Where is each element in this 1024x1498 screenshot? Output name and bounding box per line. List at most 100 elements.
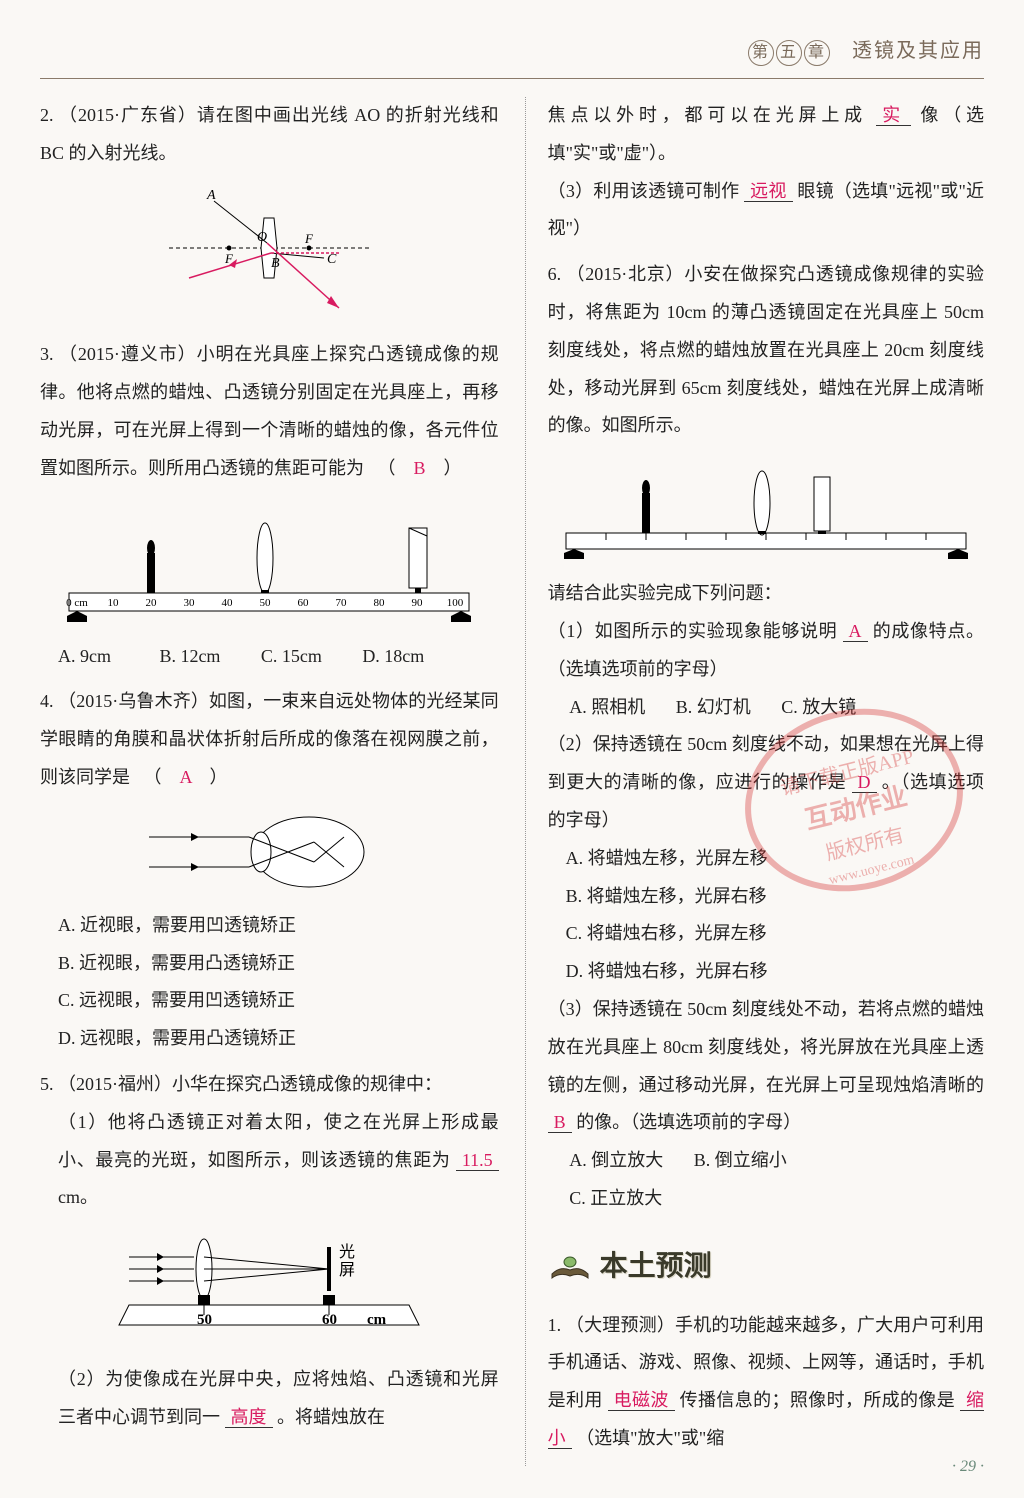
q6-lead: 请结合此实验完成下列问题： [548,575,984,613]
q6-intro: （2015·北京）小安在做探究凸透镜成像规律的实验时，将焦距为 10cm 的薄凸… [548,264,984,435]
q5-p2-answer: 高度 [225,1407,273,1428]
svg-text:A: A [206,188,216,203]
section-title-text: 本土预测 [600,1238,712,1297]
q5-p2-post: 。将蜡烛放在 [277,1407,385,1427]
q-text: （2015·广东省）请在图中画出光线 AO 的折射光线和 BC 的入射光线。 [40,105,499,163]
svg-text:B: B [271,256,280,271]
chapter-title: 透镜及其应用 [852,40,984,62]
svg-text:50: 50 [260,597,272,609]
choice-b: B. 幻灯机 [676,689,751,727]
q6-p2-choices: A. 将蜡烛左移，光屏左移 B. 将蜡烛左移，光屏右移 C. 将蜡烛右移，光屏左… [548,840,984,991]
choice-c: C. 将蜡烛右移，光屏左移 [566,915,984,953]
q-text: （2015·乌鲁木齐）如图，一束来自远处物体的光经某同学眼睛的角膜和晶状体折射后… [40,691,499,787]
svg-text:光: 光 [339,1243,355,1261]
svg-text:10: 10 [108,597,120,609]
choice-a: A. 倒立放大 [569,1142,663,1180]
choice-a: A. 近视眼，需要用凹透镜矫正 [58,907,499,945]
q6-p1-ans: A [843,621,868,642]
answer: A [180,767,192,787]
question-6: 6. （2015·北京）小安在做探究凸透镜成像规律的实验时，将焦距为 10cm … [548,256,984,1218]
q4-eye-diagram [40,807,499,897]
q-text: （2015·福州）小华在探究凸透镜成像的规律中： [58,1074,442,1094]
q-number: 2. [40,105,54,125]
question-5: 5. （2015·福州）小华在探究凸透镜成像的规律中： （1）他将凸透镜正对着太… [40,1066,499,1437]
q5c-line1-ans: 实 [876,105,911,126]
pred1-mid: 传播信息的；照像时，所成的像是 [680,1390,956,1410]
q6-optical-bench [548,455,984,565]
question-2: 2. （2015·广东省）请在图中画出光线 AO 的折射光线和 BC 的入射光线… [40,97,499,326]
choice-b: B. 近视眼，需要用凸透镜矫正 [58,945,499,983]
svg-text:20: 20 [146,597,158,609]
q-number: 5. [40,1074,54,1094]
choice-a: A. 将蜡烛左移，光屏左移 [566,840,984,878]
choice-b: B. 12cm [159,638,256,676]
svg-text:0 cm: 0 cm [66,597,88,609]
choice-c: C. 放大镜 [781,689,856,727]
svg-text:30: 30 [184,597,196,609]
q5-p1-answer: 11.5 [456,1150,499,1171]
page-number: · 29 · [952,1450,984,1484]
svg-text:60: 60 [298,597,310,609]
q6-p3-post: 的像。（选填选项前的字母） [576,1112,801,1132]
chapter-circle: 第 [748,40,774,66]
q6-p3-ans: B [548,1112,572,1133]
choice-c: C. 远视眼，需要用凹透镜矫正 [58,982,499,1020]
question-3: 3. （2015·遵义市）小明在光具座上探究凸透镜成像的规律。他将点燃的蜡烛、凸… [40,336,499,675]
choice-c: C. 正立放大 [569,1180,662,1218]
q5-continued: 焦点以外时，都可以在光屏上成 实 像（选填"实"或"虚"）。 （3）利用该透镜可… [548,97,984,248]
svg-text:F: F [304,231,314,246]
choice-d: D. 远视眼，需要用凸透镜矫正 [58,1020,499,1058]
q2-diagram: A O B C F F [40,183,499,327]
q5c-p3-ans: 远视 [744,181,792,202]
svg-text:40: 40 [222,597,234,609]
q5-p1-post: cm。 [58,1187,98,1207]
q-number: 1. [548,1315,562,1335]
choice-d: D. 18cm [362,638,459,676]
choice-a: A. 9cm [58,638,155,676]
pred1-post: （选填"放大"或"缩 [576,1428,724,1448]
q5-p1-pre: （1）他将凸透镜正对着太阳，使之在光屏上形成最小、最亮的光斑，如图所示，则该透镜… [58,1112,499,1170]
choice-d: D. 将蜡烛右移，光屏右移 [566,953,984,991]
q3-choices: A. 9cm B. 12cm C. 15cm D. 18cm [40,638,499,676]
svg-text:70: 70 [336,597,348,609]
svg-text:100: 100 [447,597,464,609]
chapter-circle: 五 [776,40,802,66]
q5-ruler-diagram: 光屏 50 60 cm [40,1227,499,1351]
pred1-ans1: 电磁波 [608,1390,675,1411]
svg-text:cm: cm [367,1312,387,1328]
svg-text:C: C [327,252,337,267]
q6-p1-choices: A. 照相机 B. 幻灯机 C. 放大镜 [548,689,984,727]
answer: B [414,458,426,478]
answer-paren: （ A ） [135,767,228,787]
chapter-circle: 章 [804,40,830,66]
choice-c: C. 15cm [261,638,358,676]
svg-text:80: 80 [374,597,386,609]
svg-text:60: 60 [322,1312,337,1328]
prediction-q1: 1. （大理预测）手机的功能越来越多，广大用户可利用手机通话、游戏、照像、视频、… [548,1307,984,1458]
q6-p3-choices: A. 倒立放大 B. 倒立缩小 C. 正立放大 [548,1142,984,1218]
q-number: 3. [40,344,54,364]
right-column: 焦点以外时，都可以在光屏上成 实 像（选填"实"或"虚"）。 （3）利用该透镜可… [525,97,984,1466]
svg-text:屏: 屏 [339,1262,355,1279]
q6-p1-pre: （1）如图所示的实验现象能够说明 [548,621,838,641]
question-4: 4. （2015·乌鲁木齐）如图，一束来自远处物体的光经某同学眼睛的角膜和晶状体… [40,683,499,1058]
svg-text:90: 90 [412,597,424,609]
q5c-line1-pre: 焦点以外时，都可以在光屏上成 [548,105,867,125]
answer-paren: （ B ） [369,458,462,478]
q6-p3-pre: （3）保持透镜在 50cm 刻度线处不动，若将点燃的蜡烛放在光具座上 80cm … [548,999,984,1095]
choice-b: B. 倒立缩小 [694,1142,787,1180]
choice-b: B. 将蜡烛左移，光屏右移 [566,878,984,916]
q-number: 6. [548,264,562,284]
q-number: 4. [40,691,54,711]
prediction-section-title: 本土预测 [548,1238,984,1297]
left-column: 2. （2015·广东省）请在图中画出光线 AO 的折射光线和 BC 的入射光线… [40,97,499,1466]
q4-choices: A. 近视眼，需要用凹透镜矫正 B. 近视眼，需要用凸透镜矫正 C. 远视眼，需… [40,907,499,1058]
book-icon [548,1252,592,1282]
svg-text:50: 50 [197,1312,212,1328]
choice-a: A. 照相机 [569,689,645,727]
q3-optical-bench: 0 cm 10 20 30 40 50 60 70 80 90 100 [40,498,499,628]
q5c-p3-pre: （3）利用该透镜可制作 [548,181,740,201]
svg-text:O: O [257,230,267,245]
chapter-header: 第五章 透镜及其应用 [40,30,984,79]
q6-p2-ans: D [852,772,877,793]
